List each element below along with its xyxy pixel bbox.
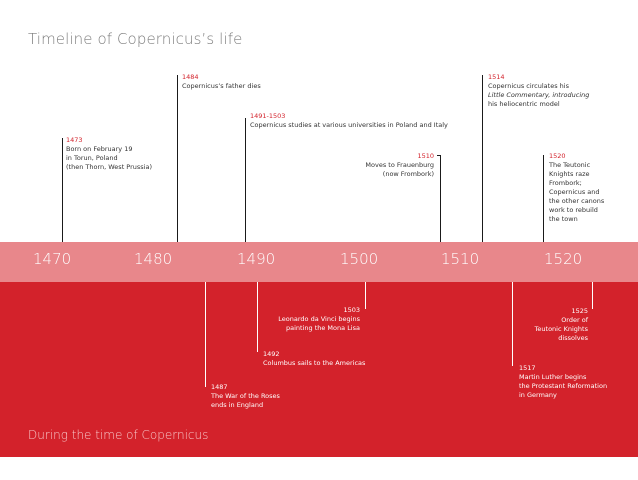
event-text: Teutonic Knights: [534, 325, 588, 333]
axis-year-1490: 1490: [237, 250, 276, 268]
event-text: Moves to Frauenburg: [365, 161, 434, 169]
event-text: Columbus sails to the Americas: [263, 359, 366, 367]
event-1517: 1517 Martin Luther begins the Protestant…: [519, 364, 607, 400]
event-text: Little Commentary, introducing: [488, 91, 590, 99]
event-text: Copernicus circulates his: [488, 82, 569, 90]
connector-1525: [592, 282, 593, 309]
event-year: 1517: [519, 364, 536, 372]
event-year: 1491-1503: [250, 112, 286, 120]
event-year: 1492: [263, 350, 280, 358]
event-text: The War of the Roses: [211, 392, 280, 400]
event-1514: 1514 Copernicus circulates his Little Co…: [488, 73, 589, 109]
event-year: 1487: [211, 383, 228, 391]
event-1525: 1525 Order of Teutonic Knights dissolves: [520, 307, 588, 343]
event-1473: 1473 Born on February 19 in Torun, Polan…: [66, 136, 152, 172]
event-text: his heliocentric model: [488, 100, 560, 108]
axis-year-1520: 1520: [544, 250, 583, 268]
event-year: 1514: [488, 73, 505, 81]
connector-1510: [440, 155, 441, 242]
event-1492: 1492 Columbus sails to the Americas: [263, 350, 365, 368]
event-text: in Torun, Poland: [66, 154, 118, 162]
event-1487: 1487 The War of the Roses ends in Englan…: [211, 383, 280, 410]
event-text: The Teutonic: [549, 161, 591, 169]
event-text: Copernicus’s father dies: [182, 82, 261, 90]
event-year: 1525: [571, 307, 588, 315]
event-year: 1503: [343, 306, 360, 314]
contemporary-events-panel: [0, 282, 638, 457]
axis-year-1510: 1510: [441, 250, 480, 268]
event-text: Copernicus studies at various universiti…: [250, 121, 448, 129]
event-1503: 1503 Leonardo da Vinci begins painting t…: [262, 306, 360, 333]
event-text: Frombork;: [549, 179, 582, 187]
event-year: 1484: [182, 73, 199, 81]
event-text: Born on February 19: [66, 145, 133, 153]
event-text: the town: [549, 215, 578, 223]
event-text: (now Frombork): [382, 170, 434, 178]
event-text: the Protestant Reformation: [519, 382, 608, 390]
event-year: 1510: [417, 152, 434, 160]
axis-year-1470: 1470: [33, 250, 72, 268]
axis-year-1480: 1480: [134, 250, 173, 268]
event-text: ends in England: [211, 401, 264, 409]
connector-1484: [177, 75, 178, 242]
event-text: Order of: [561, 316, 588, 324]
connector-1517: [512, 282, 513, 366]
event-text: Knights raze: [549, 170, 590, 178]
timeline-axis-band: [0, 242, 638, 282]
event-text: dissolves: [558, 334, 588, 342]
event-text: work to rebuild: [549, 206, 598, 214]
connector-1520: [543, 155, 544, 242]
axis-year-1500: 1500: [340, 250, 379, 268]
event-text: in Germany: [519, 391, 557, 399]
connector-1492: [257, 282, 258, 352]
event-year: 1473: [66, 136, 83, 144]
event-1491-1503: 1491-1503 Copernicus studies at various …: [250, 112, 448, 130]
event-1520: 1520 The Teutonic Knights raze Frombork;…: [549, 152, 604, 224]
connector-1514: [482, 75, 483, 242]
event-1510: 1510 Moves to Frauenburg (now Frombork): [350, 152, 434, 179]
event-text: painting the Mona Lisa: [286, 324, 360, 332]
event-text: Leonardo da Vinci begins: [278, 315, 360, 323]
event-year: 1520: [549, 152, 566, 160]
section-title-during: During the time of Copernicus: [28, 428, 209, 442]
event-text: Copernicus and: [549, 188, 600, 196]
connector-1487: [205, 282, 206, 387]
page-title: Timeline of Copernicus’s life: [28, 30, 243, 48]
connector-1473: [62, 138, 63, 242]
event-text: (then Thorn, West Prussia): [66, 163, 153, 171]
event-text: the other canons: [549, 197, 605, 205]
connector-1503: [365, 282, 366, 309]
connector-1510-tick: [437, 155, 440, 156]
connector-1491: [245, 118, 246, 242]
event-1484: 1484 Copernicus’s father dies: [182, 73, 261, 91]
event-text: Martin Luther begins: [519, 373, 587, 381]
